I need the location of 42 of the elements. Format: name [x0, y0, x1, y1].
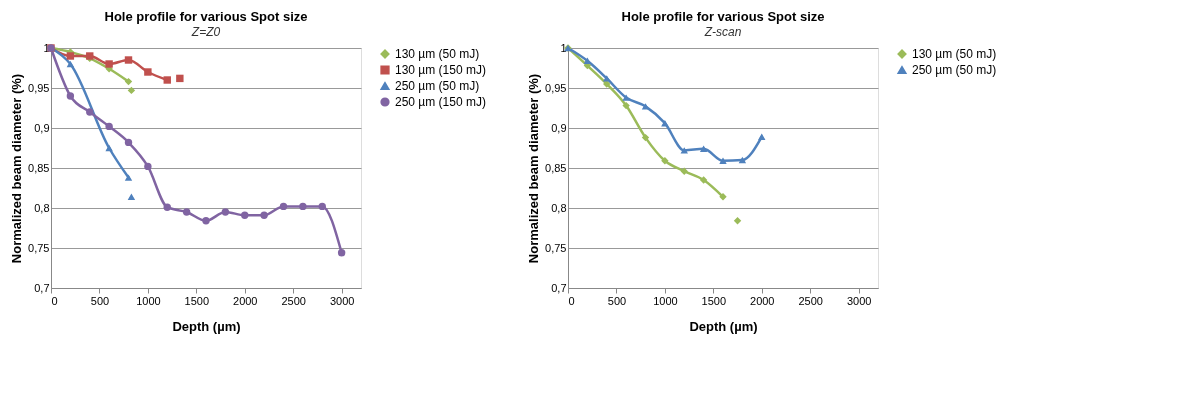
y-axis-title: Normalized beam diameter (%)	[526, 73, 542, 264]
y-axis-title: Normalized beam diameter (%)	[9, 73, 25, 264]
y-tick-label: 0,95	[545, 81, 567, 94]
chart-title: Hole profile for various Spot size	[621, 9, 825, 24]
x-tick-label: 1500	[184, 294, 210, 307]
legend-label: 130 µm (150 mJ)	[395, 63, 486, 77]
x-tick-label: 0	[51, 294, 58, 307]
chart-subtitle: Z-scan	[703, 25, 742, 39]
x-axis-title: Depth (µm)	[172, 318, 241, 334]
y-tick-label: 1	[43, 41, 50, 54]
x-tick-label: 0	[568, 294, 575, 307]
legend-label: 130 µm (50 mJ)	[912, 47, 997, 61]
y-tick-label: 0,75	[28, 241, 50, 254]
x-tick-label: 2500	[798, 294, 823, 307]
y-tick-label: 0,8	[34, 201, 50, 214]
x-tick-label: 3000	[846, 294, 872, 307]
y-tick-label: 0,8	[551, 201, 567, 214]
y-tick-label: 0,9	[34, 121, 50, 134]
x-tick-label: 1000	[136, 294, 161, 307]
x-tick-label: 2500	[281, 294, 306, 307]
chart-title: Hole profile for various Spot size	[104, 9, 308, 24]
chart-subtitle: Z=Z0	[190, 25, 221, 39]
y-tick-label: 0,85	[28, 161, 50, 174]
legend-label: 130 µm (50 mJ)	[395, 47, 480, 61]
x-tick-label: 500	[607, 294, 627, 307]
y-tick-label: 0,7	[34, 281, 50, 294]
x-tick-label: 2000	[233, 294, 258, 307]
y-tick-label: 0,9	[551, 121, 567, 134]
x-tick-label: 1000	[653, 294, 678, 307]
x-tick-label: 2000	[750, 294, 775, 307]
x-tick-label: 3000	[329, 294, 355, 307]
y-tick-label: 0,7	[551, 281, 567, 294]
y-tick-label: 0,95	[28, 81, 50, 94]
legend-label: 250 µm (50 mJ)	[912, 63, 997, 77]
x-axis-title: Depth (µm)	[689, 318, 758, 334]
legend-label: 250 µm (50 mJ)	[395, 79, 480, 93]
y-tick-label: 0,85	[545, 161, 567, 174]
y-tick-label: 1	[560, 41, 567, 54]
x-tick-label: 1500	[701, 294, 727, 307]
y-tick-label: 0,75	[545, 241, 567, 254]
legend-label: 250 µm (150 mJ)	[395, 95, 486, 109]
x-tick-label: 500	[90, 294, 110, 307]
